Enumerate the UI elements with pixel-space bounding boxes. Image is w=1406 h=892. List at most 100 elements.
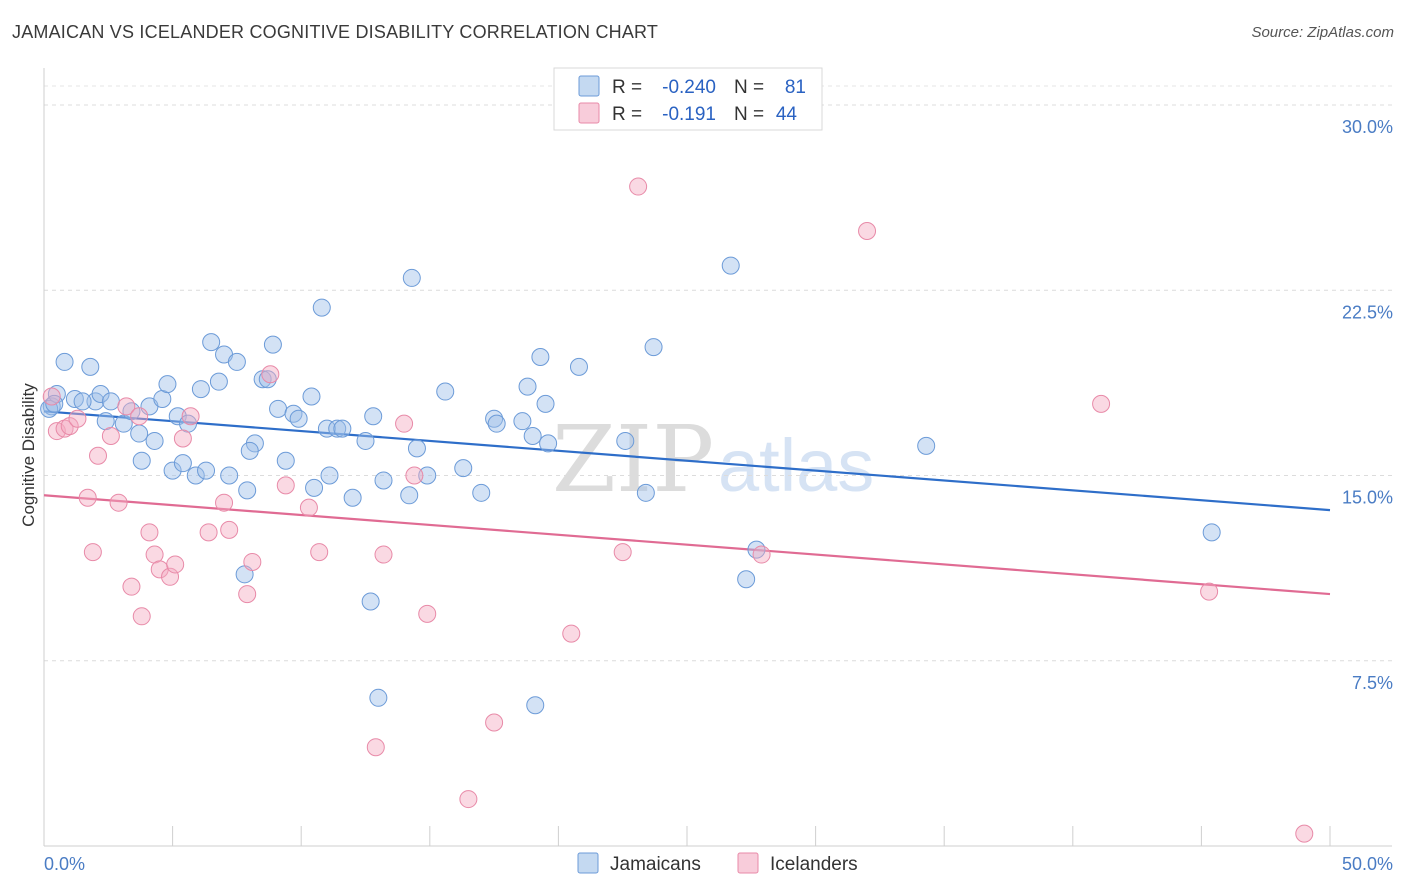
point-jamaicans-41 (317, 419, 336, 438)
point-jamaicans-42 (320, 466, 339, 485)
point-jamaicans-59 (487, 414, 506, 433)
point-jamaicans-58 (485, 409, 504, 428)
stats-legend: R = -0.240 N = 81 R = -0.191 N = 44 (553, 67, 823, 131)
point-icelanders-14 (140, 523, 159, 542)
point-icelanders-19 (173, 429, 192, 448)
point-icelanders-39 (629, 177, 648, 196)
legend-swatch-jamaicans (578, 75, 600, 97)
point-jamaicans-53 (400, 486, 419, 505)
point-jamaicans-39 (305, 478, 324, 497)
point-jamaicans-8 (101, 392, 120, 411)
point-jamaicans-4 (81, 357, 100, 376)
point-jamaicans-47 (361, 592, 380, 611)
point-jamaicans-63 (531, 347, 550, 366)
point-jamaicans-64 (536, 394, 555, 413)
point-jamaicans-21 (191, 380, 210, 399)
point-jamaicans-69 (636, 483, 655, 502)
point-jamaicans-70 (644, 338, 663, 357)
point-icelanders-42 (1092, 394, 1111, 413)
point-jamaicans-73 (747, 540, 766, 559)
point-icelanders-21 (199, 523, 218, 542)
axes: 30.0% 22.5% 15.0% 7.5% 0.0% 50.0% (43, 68, 1393, 874)
point-jamaicans-60 (513, 412, 532, 431)
legend-swatch-icelanders (578, 102, 600, 124)
legend-r-label-icelanders: R = (612, 104, 642, 125)
point-jamaicans-6 (91, 385, 110, 404)
point-jamaicans-67 (569, 357, 588, 376)
point-icelanders-30 (366, 738, 385, 757)
x-tick-label-1: 50.0% (1342, 854, 1393, 874)
series-legend-label-icelanders: Icelanders (770, 854, 858, 875)
legend-n-value-icelanders: 44 (776, 104, 798, 125)
point-icelanders-27 (276, 476, 295, 495)
y-tick-label-3: 7.5% (1352, 673, 1393, 693)
point-jamaicans-50 (374, 471, 393, 490)
point-icelanders-24 (238, 585, 257, 604)
point-jamaicans-80 (240, 441, 259, 460)
legend-r-value-icelanders: -0.191 (662, 104, 716, 125)
point-jamaicans-15 (158, 375, 177, 394)
point-jamaicans-32 (258, 370, 277, 389)
point-jamaicans-54 (418, 466, 437, 485)
point-jamaicans-43 (328, 419, 347, 438)
point-jamaicans-66 (526, 696, 545, 715)
point-jamaicans-45 (343, 488, 362, 507)
point-icelanders-18 (166, 555, 185, 574)
series-legend-label-jamaicans: Jamaicans (610, 854, 701, 875)
source-credit: Source: ZipAtlas.com (1251, 24, 1394, 41)
point-jamaicans-13 (145, 431, 164, 450)
point-jamaicans-16 (163, 461, 182, 480)
point-icelanders-43 (1200, 582, 1219, 601)
point-icelanders-35 (459, 790, 478, 809)
point-jamaicans-23 (202, 333, 221, 352)
data-points (40, 177, 1314, 843)
point-icelanders-37 (562, 624, 581, 643)
point-jamaicans-51 (402, 268, 421, 287)
point-jamaicans-40 (312, 298, 331, 317)
point-jamaicans-49 (369, 688, 388, 707)
trend-line-jamaicans (43, 410, 1331, 512)
point-jamaicans-52 (407, 439, 426, 458)
point-icelanders-0 (42, 387, 61, 406)
point-icelanders-20 (181, 407, 200, 426)
point-icelanders-13 (132, 607, 151, 626)
legend-r-value-jamaicans: -0.240 (662, 77, 716, 98)
point-jamaicans-78 (73, 392, 92, 411)
point-icelanders-22 (215, 493, 234, 512)
x-tick-label-0: 0.0% (44, 854, 85, 874)
point-icelanders-34 (418, 604, 437, 623)
point-jamaicans-62 (523, 427, 542, 446)
trend-lines (43, 410, 1331, 596)
point-icelanders-23 (220, 520, 239, 539)
point-jamaicans-55 (436, 382, 455, 401)
point-icelanders-12 (130, 407, 149, 426)
point-jamaicans-26 (220, 466, 239, 485)
point-icelanders-25 (243, 552, 262, 571)
point-icelanders-9 (109, 493, 128, 512)
point-jamaicans-17 (168, 407, 187, 426)
point-jamaicans-22 (197, 461, 216, 480)
point-jamaicans-71 (721, 256, 740, 275)
legend-n-value-jamaicans: 81 (785, 77, 806, 98)
point-jamaicans-65 (539, 434, 558, 453)
point-icelanders-6 (83, 543, 102, 562)
legend-n-label-icelanders: N = (734, 104, 764, 125)
point-jamaicans-46 (356, 431, 375, 450)
point-jamaicans-61 (518, 377, 537, 396)
point-jamaicans-20 (186, 466, 205, 485)
point-icelanders-8 (101, 427, 120, 446)
point-jamaicans-29 (238, 481, 257, 500)
trend-line-icelanders (43, 494, 1331, 596)
point-jamaicans-72 (737, 570, 756, 589)
point-icelanders-10 (117, 397, 136, 416)
point-jamaicans-36 (284, 404, 303, 423)
point-icelanders-3 (60, 417, 79, 436)
point-icelanders-44 (1295, 824, 1314, 843)
series-legend-swatch-icelanders (737, 852, 759, 874)
point-icelanders-36 (485, 713, 504, 732)
point-icelanders-4 (68, 409, 87, 428)
point-jamaicans-33 (263, 335, 282, 354)
point-jamaicans-57 (472, 483, 491, 502)
point-icelanders-29 (310, 543, 329, 562)
